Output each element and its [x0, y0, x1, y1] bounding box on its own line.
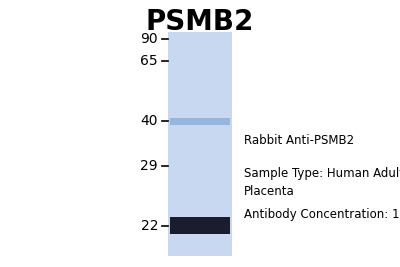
- Text: 65: 65: [140, 54, 158, 68]
- Text: Sample Type: Human Adult
Placenta: Sample Type: Human Adult Placenta: [244, 167, 400, 198]
- Bar: [170, 118, 230, 125]
- Text: 29: 29: [140, 159, 158, 172]
- FancyBboxPatch shape: [168, 32, 232, 256]
- Bar: [170, 217, 230, 234]
- Text: Antibody Concentration: 1ug/mL: Antibody Concentration: 1ug/mL: [244, 208, 400, 221]
- Text: 22: 22: [140, 219, 158, 233]
- Text: Rabbit Anti-PSMB2: Rabbit Anti-PSMB2: [244, 134, 354, 147]
- Text: 40: 40: [140, 115, 158, 128]
- Text: 90: 90: [140, 32, 158, 46]
- Text: PSMB2: PSMB2: [146, 8, 254, 36]
